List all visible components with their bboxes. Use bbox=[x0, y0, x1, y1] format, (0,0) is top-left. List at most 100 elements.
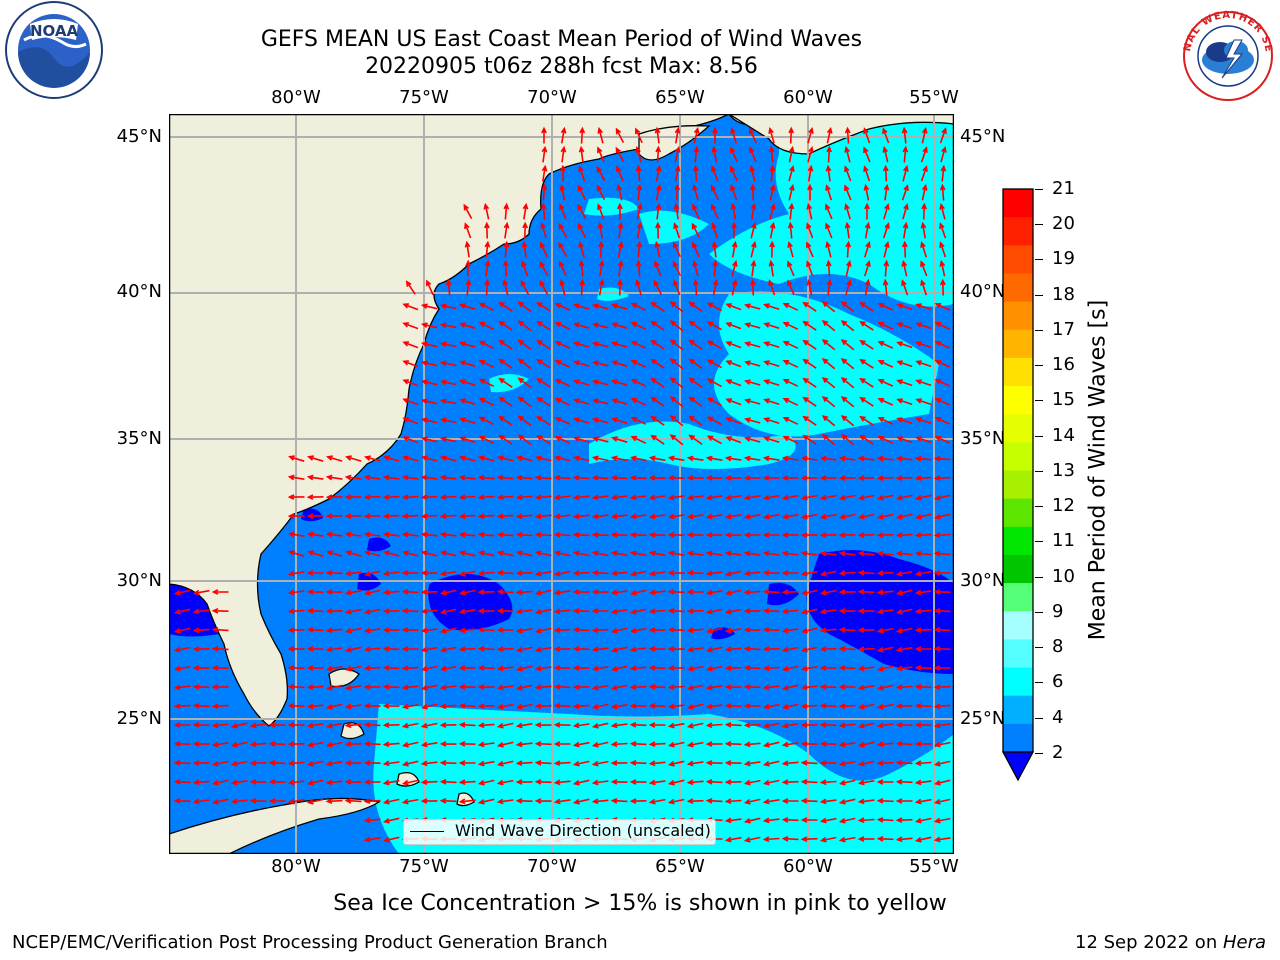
colorbar-segment bbox=[1003, 470, 1033, 500]
wind-arrow bbox=[503, 240, 510, 258]
wind-arrow bbox=[578, 241, 585, 258]
wind-arrow bbox=[750, 221, 757, 239]
wind-arrow bbox=[648, 702, 666, 709]
wind-arrow bbox=[857, 608, 875, 614]
wind-arrow bbox=[857, 798, 875, 805]
wind-arrow bbox=[876, 494, 894, 501]
wind-arrow bbox=[859, 301, 874, 312]
canada-maritimes-land bbox=[727, 114, 954, 155]
wind-arrow bbox=[800, 722, 818, 728]
wind-arrow bbox=[496, 494, 514, 501]
wind-arrow bbox=[553, 513, 571, 520]
wind-arrow bbox=[800, 513, 818, 520]
wind-arrow bbox=[762, 588, 780, 595]
wind-arrow bbox=[553, 494, 571, 501]
wind-arrow bbox=[743, 741, 761, 748]
wind-arrow bbox=[536, 302, 551, 312]
wind-arrow bbox=[914, 589, 932, 596]
wind-arrow bbox=[554, 303, 571, 311]
wind-arrow bbox=[762, 455, 780, 462]
wind-arrow bbox=[705, 797, 723, 804]
colorbar-segment bbox=[1003, 386, 1033, 415]
wind-arrow bbox=[895, 836, 913, 843]
wind-arrow bbox=[895, 608, 913, 615]
wind-arrow bbox=[477, 779, 495, 786]
wind-arrow bbox=[306, 474, 324, 481]
wind-arrow bbox=[781, 608, 799, 615]
wind-arrow bbox=[534, 494, 552, 501]
wind-arrow bbox=[725, 341, 742, 349]
wind-arrow bbox=[674, 183, 681, 201]
wind-arrow bbox=[914, 494, 932, 501]
colorbar-tick: 13 bbox=[1052, 460, 1075, 481]
wind-arrow bbox=[692, 278, 699, 296]
wind-arrow bbox=[515, 608, 533, 615]
wind-arrow bbox=[819, 550, 837, 557]
wind-arrow bbox=[610, 741, 628, 748]
wind-arrow bbox=[420, 798, 438, 804]
wind-arrow bbox=[669, 396, 684, 408]
wind-arrow bbox=[402, 417, 419, 425]
wind-arrow bbox=[515, 797, 533, 804]
map-title: GEFS MEAN US East Coast Mean Period of W… bbox=[260, 27, 863, 52]
wind-arrow bbox=[420, 779, 438, 786]
wind-arrow bbox=[859, 396, 874, 407]
legend-label: Wind Wave Direction (unscaled) bbox=[455, 821, 711, 840]
wind-arrow bbox=[539, 279, 549, 295]
wind-arrow bbox=[498, 358, 513, 369]
wind-arrow bbox=[420, 474, 438, 481]
wind-arrow bbox=[515, 722, 533, 729]
wind-arrow bbox=[534, 665, 552, 672]
wind-arrow bbox=[287, 474, 305, 481]
wind-arrow bbox=[635, 259, 642, 277]
wind-arrow bbox=[364, 455, 381, 462]
wind-arrow bbox=[382, 817, 400, 824]
wind-arrow bbox=[211, 626, 229, 633]
wind-arrow bbox=[895, 722, 913, 728]
wind-arrow bbox=[306, 760, 324, 767]
wind-arrow bbox=[173, 778, 191, 785]
wind-arrow bbox=[591, 646, 609, 653]
wind-arrow bbox=[876, 475, 894, 482]
wind-arrow bbox=[572, 589, 590, 595]
wind-arrow bbox=[477, 531, 495, 538]
wind-arrow bbox=[477, 626, 495, 633]
wind-arrow bbox=[667, 626, 685, 633]
wind-arrow bbox=[522, 202, 529, 220]
colorbar-tick-mark bbox=[1035, 189, 1043, 190]
wind-arrow bbox=[901, 184, 909, 201]
wind-arrow bbox=[515, 760, 533, 767]
wind-arrow bbox=[673, 202, 680, 220]
wind-arrow bbox=[705, 494, 723, 501]
wind-arrow bbox=[598, 278, 605, 296]
wind-arrow bbox=[517, 358, 532, 370]
lon-tick-top-55w: 55°W bbox=[909, 87, 959, 108]
wind-arrow bbox=[363, 627, 381, 634]
wind-arrow bbox=[629, 798, 647, 804]
wind-arrow bbox=[857, 779, 875, 786]
wind-arrow bbox=[648, 741, 666, 748]
lat-tick-right-45n: 45°N bbox=[960, 126, 1006, 147]
wind-arrow bbox=[325, 589, 343, 595]
wind-arrow bbox=[650, 320, 665, 331]
wind-arrow bbox=[344, 513, 362, 520]
wind-arrow bbox=[325, 779, 343, 786]
wind-arrow bbox=[439, 722, 457, 729]
wind-arrow bbox=[439, 513, 457, 520]
wind-arrow bbox=[502, 278, 509, 296]
wind-arrow bbox=[616, 165, 624, 182]
wind-arrow bbox=[610, 494, 628, 501]
wind-arrow bbox=[902, 221, 909, 239]
wind-arrow bbox=[611, 436, 628, 443]
wind-arrow bbox=[688, 377, 703, 389]
wind-arrow bbox=[933, 684, 951, 691]
colorbar-tick-mark bbox=[1035, 577, 1043, 578]
wind-arrow bbox=[769, 183, 776, 201]
wind-arrow bbox=[838, 760, 856, 767]
wind-arrow bbox=[465, 278, 472, 296]
wind-arrow bbox=[686, 475, 704, 481]
wind-arrow bbox=[577, 203, 587, 219]
wind-arrow bbox=[635, 164, 642, 182]
wind-arrow bbox=[439, 379, 457, 386]
wind-arrow bbox=[724, 684, 742, 690]
